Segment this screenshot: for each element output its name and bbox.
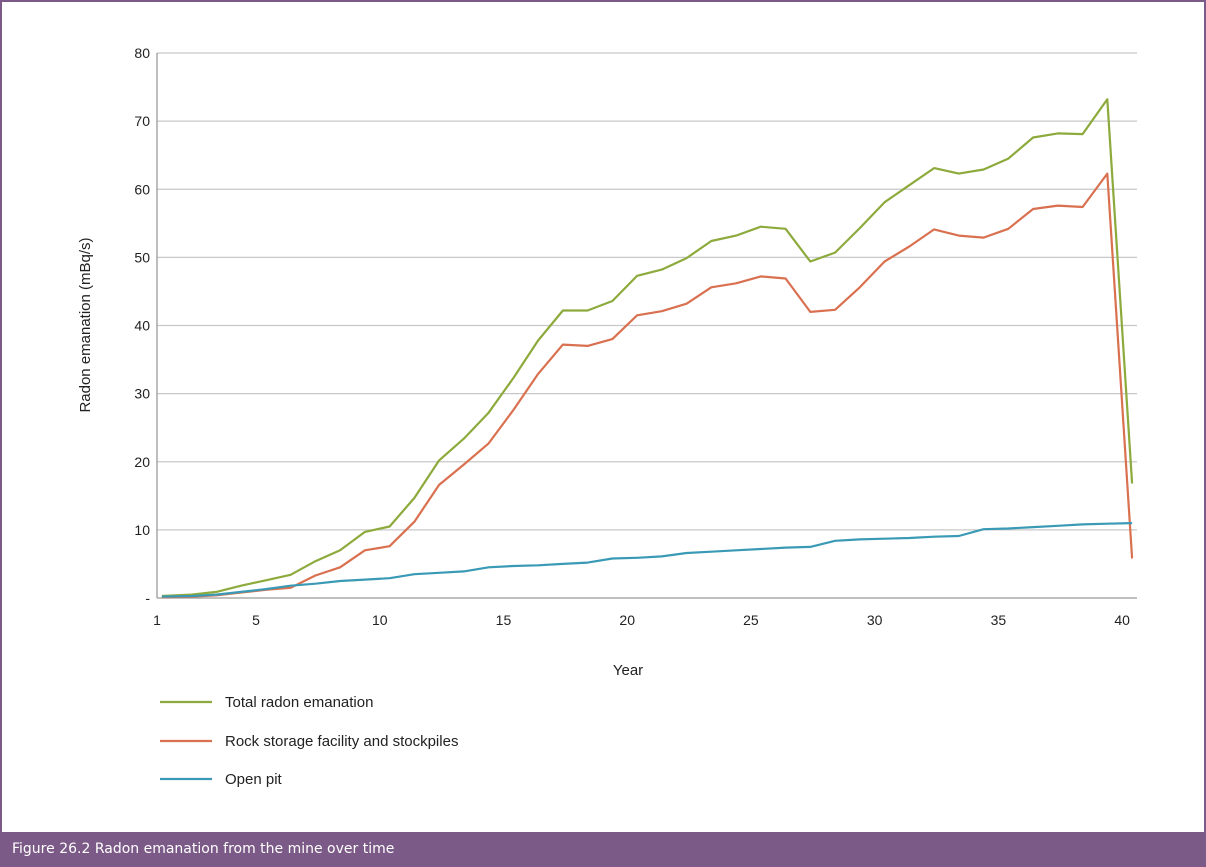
y-tick-label-70: 70 bbox=[134, 113, 150, 129]
y-tick-label-60: 60 bbox=[134, 181, 150, 197]
y-tick-label-10: 10 bbox=[134, 522, 150, 538]
y-tick-label-40: 40 bbox=[134, 318, 150, 334]
x-axis-title: Year bbox=[613, 662, 643, 679]
y-tick-label-80: 80 bbox=[134, 45, 150, 61]
x-tick-label-10: 10 bbox=[372, 612, 388, 628]
legend-label-pit: Open pit bbox=[225, 771, 283, 788]
y-tick-label-50: 50 bbox=[134, 249, 150, 265]
x-tick-label-15: 15 bbox=[496, 612, 512, 628]
legend-label-total: Total radon emanation bbox=[225, 694, 373, 711]
y-tick-label-20: 20 bbox=[134, 454, 150, 470]
series-line-rock bbox=[161, 172, 1134, 599]
figure-caption-bar: Figure 26.2 Radon emanation from the min… bbox=[0, 832, 1206, 867]
series-line-pit bbox=[161, 522, 1133, 598]
series-line-total bbox=[161, 98, 1134, 598]
x-tick-label-30: 30 bbox=[867, 612, 883, 628]
x-tick-label-35: 35 bbox=[991, 612, 1007, 628]
legend-label-rock: Rock storage facility and stockpiles bbox=[225, 733, 458, 750]
x-tick-label-5: 5 bbox=[252, 612, 260, 628]
x-tick-label-25: 25 bbox=[743, 612, 759, 628]
x-tick-label-1: 1 bbox=[153, 612, 161, 628]
y-axis-title: Radon emanation (mBq/s) bbox=[77, 237, 94, 412]
figure-caption: Figure 26.2 Radon emanation from the min… bbox=[12, 841, 395, 857]
y-tick-label-30: 30 bbox=[134, 386, 150, 402]
x-tick-label-40: 40 bbox=[1114, 612, 1130, 628]
legend: Total radon emanation Rock storage facili… bbox=[160, 694, 458, 788]
x-tick-label-20: 20 bbox=[619, 612, 635, 628]
gridlines bbox=[157, 52, 1137, 531]
y-tick-label-0: - bbox=[145, 590, 150, 606]
series-lines bbox=[161, 98, 1134, 599]
